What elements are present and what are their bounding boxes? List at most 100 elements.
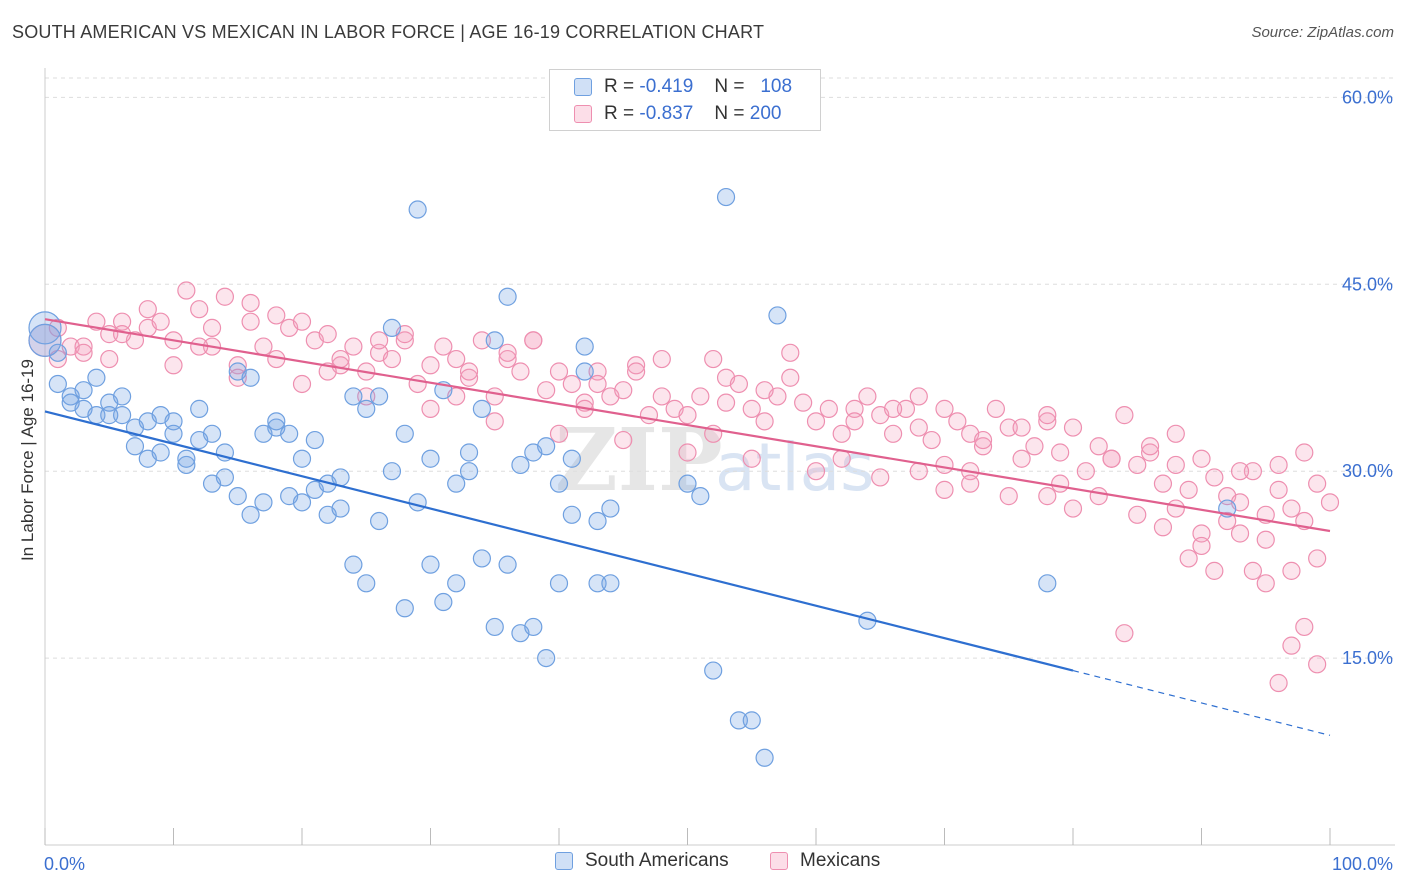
point-mexican bbox=[806, 462, 826, 481]
point-south-american bbox=[601, 574, 620, 593]
point-mexican bbox=[626, 356, 646, 375]
point-mexican bbox=[588, 374, 607, 394]
point-mexican bbox=[1012, 418, 1031, 437]
point-mexican bbox=[1140, 443, 1160, 462]
point-mexican bbox=[781, 368, 800, 387]
y-tick-label: 60.0% bbox=[1342, 87, 1393, 107]
point-mexican bbox=[549, 362, 569, 381]
point-mexican bbox=[511, 362, 530, 381]
point-mexican bbox=[228, 368, 247, 387]
point-mexican bbox=[190, 300, 209, 319]
legend-label-south-americans: South Americans bbox=[585, 850, 729, 871]
point-mexican bbox=[1025, 437, 1044, 456]
point-south-american bbox=[215, 468, 234, 487]
point-mexican bbox=[1153, 474, 1173, 493]
point-south-american bbox=[112, 406, 132, 425]
point-mexican bbox=[524, 331, 543, 350]
point-mexican bbox=[909, 418, 928, 437]
point-south-american bbox=[100, 406, 119, 425]
point-mexican bbox=[1128, 455, 1147, 475]
point-mexican bbox=[845, 412, 864, 431]
point-mexican bbox=[1153, 518, 1173, 537]
legend-n-value: 200 bbox=[749, 103, 782, 124]
point-mexican bbox=[1063, 499, 1083, 518]
point-south-american bbox=[434, 592, 453, 612]
point-south-american bbox=[395, 599, 414, 618]
point-mexican bbox=[1243, 561, 1263, 580]
point-mexican bbox=[1192, 449, 1211, 468]
point-mexican bbox=[382, 349, 402, 369]
point-mexican bbox=[935, 455, 954, 475]
point-south-american bbox=[125, 437, 145, 456]
point-mexican bbox=[202, 318, 222, 337]
point-mexican bbox=[1295, 617, 1314, 637]
point-mexican bbox=[549, 424, 569, 443]
point-mexican bbox=[1230, 524, 1250, 543]
point-mexican bbox=[177, 281, 196, 300]
point-mexican bbox=[48, 318, 67, 337]
point-mexican bbox=[1308, 655, 1327, 674]
point-mexican bbox=[1295, 443, 1314, 462]
trendline-mexicans bbox=[44, 318, 1331, 533]
point-south-american bbox=[408, 200, 427, 219]
point-mexican bbox=[408, 374, 427, 394]
point-mexican bbox=[1282, 561, 1301, 580]
point-south-american bbox=[549, 574, 569, 593]
legend-row-mexicans: R = -0.837 N = 200 bbox=[574, 102, 781, 126]
point-south-american bbox=[395, 424, 414, 443]
point-mexican bbox=[781, 343, 800, 362]
point-mexican bbox=[74, 343, 93, 362]
point-mexican bbox=[370, 331, 389, 350]
point-south-american bbox=[202, 424, 222, 443]
point-mexican bbox=[729, 374, 749, 394]
legend-n-label: N = bbox=[714, 103, 745, 124]
point-south-american bbox=[280, 424, 299, 443]
point-south-american bbox=[768, 306, 787, 325]
point-south-american bbox=[357, 399, 376, 418]
point-mexican bbox=[999, 487, 1018, 506]
legend-n-label: N = bbox=[714, 76, 745, 97]
legend-swatch-blue bbox=[555, 852, 573, 870]
legend-item-mexicans[interactable]: Mexicans bbox=[770, 850, 880, 872]
point-mexican bbox=[241, 312, 260, 331]
legend-label-mexicans: Mexicans bbox=[800, 850, 881, 871]
point-mexican bbox=[832, 449, 851, 468]
legend-swatch-blue bbox=[574, 78, 592, 96]
point-south-american bbox=[459, 443, 479, 462]
point-mexican bbox=[1269, 455, 1288, 475]
point-mexican bbox=[1102, 449, 1121, 468]
point-south-american bbox=[755, 748, 774, 767]
point-mexican bbox=[421, 399, 440, 418]
point-mexican bbox=[1282, 499, 1301, 518]
point-south-american bbox=[498, 287, 517, 306]
trendline-south-americans bbox=[44, 410, 1074, 672]
point-mexican bbox=[1115, 624, 1134, 643]
x-tick-label: 100.0% bbox=[1332, 854, 1393, 874]
point-south-american bbox=[267, 412, 286, 431]
point-south-american bbox=[716, 187, 736, 207]
point-mexican bbox=[755, 381, 774, 400]
point-mexican bbox=[447, 349, 466, 369]
point-mexican bbox=[1205, 561, 1224, 580]
point-mexican bbox=[1256, 574, 1275, 593]
point-mexican bbox=[344, 337, 363, 356]
point-mexican bbox=[1308, 549, 1327, 568]
point-mexican bbox=[858, 387, 877, 406]
point-south-american bbox=[537, 437, 556, 456]
legend-swatch-pink bbox=[770, 852, 788, 870]
point-mexican bbox=[562, 374, 581, 394]
point-south-american bbox=[485, 331, 504, 350]
point-mexican bbox=[832, 424, 851, 443]
point-mexican bbox=[922, 430, 941, 450]
legend-item-south-americans[interactable]: South Americans bbox=[555, 850, 729, 872]
point-south-american bbox=[164, 412, 183, 431]
point-mexican bbox=[1269, 480, 1288, 499]
point-mexican bbox=[935, 480, 954, 499]
point-south-american bbox=[472, 399, 491, 418]
point-mexican bbox=[678, 406, 697, 425]
point-mexican bbox=[588, 362, 607, 381]
point-south-american bbox=[575, 362, 594, 381]
point-mexican bbox=[755, 412, 774, 431]
point-mexican bbox=[151, 312, 170, 331]
point-south-american bbox=[74, 381, 93, 400]
